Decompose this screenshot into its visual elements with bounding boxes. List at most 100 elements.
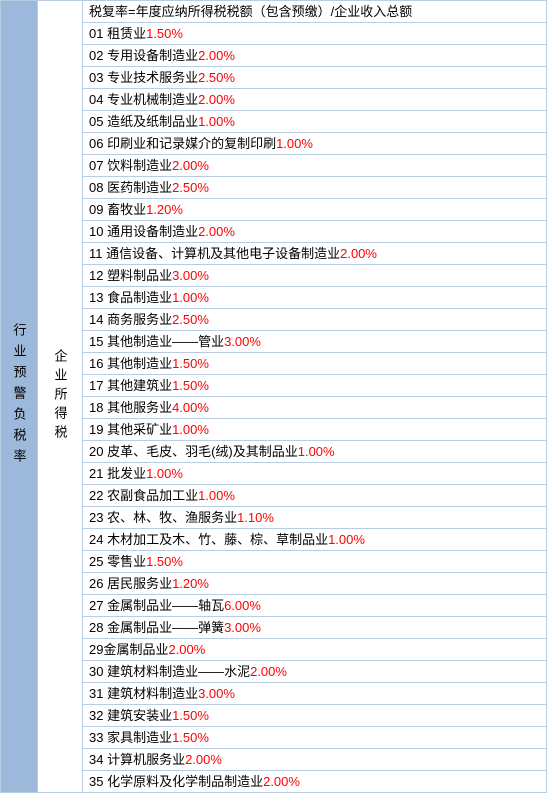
table-row: 28 金属制品业——弹簧 3.00% <box>83 617 547 639</box>
row-industry-name: 05 造纸及纸制品业 <box>89 113 198 130</box>
table-row: 13 食品制造业 1.00% <box>83 287 547 309</box>
row-tax-rate: 1.50% <box>146 553 183 570</box>
table-row: 34 计算机服务业 2.00% <box>83 749 547 771</box>
row-tax-rate: 3.00% <box>172 267 209 284</box>
row-industry-name: 12 塑料制品业 <box>89 267 172 284</box>
table-row: 22 农副食品加工业 1.00% <box>83 485 547 507</box>
row-industry-name: 02 专用设备制造业 <box>89 47 198 64</box>
row-tax-rate: 1.10% <box>237 509 274 526</box>
table-row: 33 家具制造业 1.50% <box>83 727 547 749</box>
row-tax-rate: 2.00% <box>198 223 235 240</box>
table-row: 03 专业技术服务业 2.50% <box>83 67 547 89</box>
row-tax-rate: 2.00% <box>168 641 205 658</box>
row-industry-name: 13 食品制造业 <box>89 289 172 306</box>
row-tax-rate: 3.00% <box>198 685 235 702</box>
row-industry-name: 07 饮料制造业 <box>89 157 172 174</box>
table-row: 05 造纸及纸制品业 1.00% <box>83 111 547 133</box>
row-tax-rate: 1.00% <box>172 289 209 306</box>
row-tax-rate: 1.00% <box>198 487 235 504</box>
table-row: 04 专业机械制造业 2.00% <box>83 89 547 111</box>
table-row: 19 其他采矿业 1.00% <box>83 419 547 441</box>
row-industry-name: 09 畜牧业 <box>89 201 146 218</box>
row-tax-rate: 1.50% <box>146 25 183 42</box>
mid-header-cell: 企业所得税 <box>38 0 83 793</box>
row-tax-rate: 1.00% <box>328 531 365 548</box>
row-tax-rate: 2.00% <box>172 157 209 174</box>
row-industry-name: 27 金属制品业——轴瓦 <box>89 597 224 614</box>
row-industry-name: 28 金属制品业——弹簧 <box>89 619 224 636</box>
table-row: 31 建筑材料制造业 3.00% <box>83 683 547 705</box>
table-row: 21 批发业 1.00% <box>83 463 547 485</box>
table-row: 14 商务服务业 2.50% <box>83 309 547 331</box>
row-industry-name: 35 化学原料及化学制品制造业 <box>89 773 263 790</box>
mid-header-text: 企业所得税 <box>51 349 70 444</box>
row-industry-name: 26 居民服务业 <box>89 575 172 592</box>
table-row: 01 租赁业 1.50% <box>83 23 547 45</box>
table-row: 16 其他制造业 1.50% <box>83 353 547 375</box>
row-tax-rate: 2.50% <box>172 311 209 328</box>
row-industry-name: 24 木材加工及木、竹、藤、棕、草制品业 <box>89 531 328 548</box>
row-industry-name: 22 农副食品加工业 <box>89 487 198 504</box>
row-tax-rate: 2.00% <box>198 91 235 108</box>
table-row: 26 居民服务业 1.20% <box>83 573 547 595</box>
row-tax-rate: 1.00% <box>172 421 209 438</box>
table-row: 02 专用设备制造业 2.00% <box>83 45 547 67</box>
row-tax-rate: 2.50% <box>172 179 209 196</box>
row-tax-rate: 2.00% <box>340 245 377 262</box>
table-row: 23 农、林、牧、渔服务业 1.10% <box>83 507 547 529</box>
row-tax-rate: 1.00% <box>198 113 235 130</box>
table-row: 25 零售业 1.50% <box>83 551 547 573</box>
row-tax-rate: 1.50% <box>172 729 209 746</box>
formula-text: 税复率=年度应纳所得税税额（包含预缴）/企业收入总额 <box>89 3 412 20</box>
table-row: 20 皮革、毛皮、羽毛(绒)及其制品业1.00% <box>83 441 547 463</box>
table-row: 27 金属制品业——轴瓦 6.00% <box>83 595 547 617</box>
table-row: 18 其他服务业 4.00% <box>83 397 547 419</box>
row-industry-name: 10 通用设备制造业 <box>89 223 198 240</box>
row-tax-rate: 1.00% <box>146 465 183 482</box>
row-tax-rate: 1.00% <box>276 135 313 152</box>
row-industry-name: 33 家具制造业 <box>89 729 172 746</box>
row-tax-rate: 2.00% <box>185 751 222 768</box>
row-industry-name: 23 农、林、牧、渔服务业 <box>89 509 237 526</box>
row-industry-name: 20 皮革、毛皮、羽毛(绒)及其制品业 <box>89 443 298 460</box>
row-tax-rate: 1.50% <box>172 707 209 724</box>
row-tax-rate: 3.00% <box>224 619 261 636</box>
table-row: 35 化学原料及化学制品制造业 2.00% <box>83 771 547 793</box>
table-row: 15 其他制造业——管业 3.00% <box>83 331 547 353</box>
table-row: 29金属制品业2.00% <box>83 639 547 661</box>
row-industry-name: 08 医药制造业 <box>89 179 172 196</box>
table-row: 07 饮料制造业 2.00% <box>83 155 547 177</box>
formula-row: 税复率=年度应纳所得税税额（包含预缴）/企业收入总额 <box>83 0 547 23</box>
row-industry-name: 04 专业机械制造业 <box>89 91 198 108</box>
table-row: 06 印刷业和记录媒介的复制印刷 1.00% <box>83 133 547 155</box>
row-industry-name: 03 专业技术服务业 <box>89 69 198 86</box>
table-row: 32 建筑安装业 1.50% <box>83 705 547 727</box>
row-tax-rate: 2.00% <box>263 773 300 790</box>
row-industry-name: 15 其他制造业——管业 <box>89 333 224 350</box>
row-industry-name: 06 印刷业和记录媒介的复制印刷 <box>89 135 276 152</box>
row-industry-name: 21 批发业 <box>89 465 146 482</box>
row-industry-name: 29金属制品业 <box>89 641 168 658</box>
row-tax-rate: 2.00% <box>250 663 287 680</box>
table-row: 12 塑料制品业 3.00% <box>83 265 547 287</box>
row-industry-name: 11 通信设备、计算机及其他电子设备制造业 <box>89 245 340 262</box>
left-header-cell: 行业预警负税率 <box>0 0 38 793</box>
row-tax-rate: 2.50% <box>198 69 235 86</box>
table-row: 24 木材加工及木、竹、藤、棕、草制品业 1.00% <box>83 529 547 551</box>
row-industry-name: 32 建筑安装业 <box>89 707 172 724</box>
tax-rate-table: 行业预警负税率 企业所得税 税复率=年度应纳所得税税额（包含预缴）/企业收入总额… <box>0 0 547 793</box>
row-industry-name: 34 计算机服务业 <box>89 751 185 768</box>
row-tax-rate: 2.00% <box>198 47 235 64</box>
table-row: 17 其他建筑业 1.50% <box>83 375 547 397</box>
row-industry-name: 19 其他采矿业 <box>89 421 172 438</box>
row-industry-name: 18 其他服务业 <box>89 399 172 416</box>
row-industry-name: 25 零售业 <box>89 553 146 570</box>
row-industry-name: 16 其他制造业 <box>89 355 172 372</box>
row-industry-name: 30 建筑材料制造业——水泥 <box>89 663 250 680</box>
table-row: 30 建筑材料制造业——水泥 2.00% <box>83 661 547 683</box>
row-industry-name: 31 建筑材料制造业 <box>89 685 198 702</box>
row-tax-rate: 1.00% <box>298 443 335 460</box>
row-tax-rate: 3.00% <box>224 333 261 350</box>
row-industry-name: 14 商务服务业 <box>89 311 172 328</box>
table-row: 08 医药制造业 2.50% <box>83 177 547 199</box>
